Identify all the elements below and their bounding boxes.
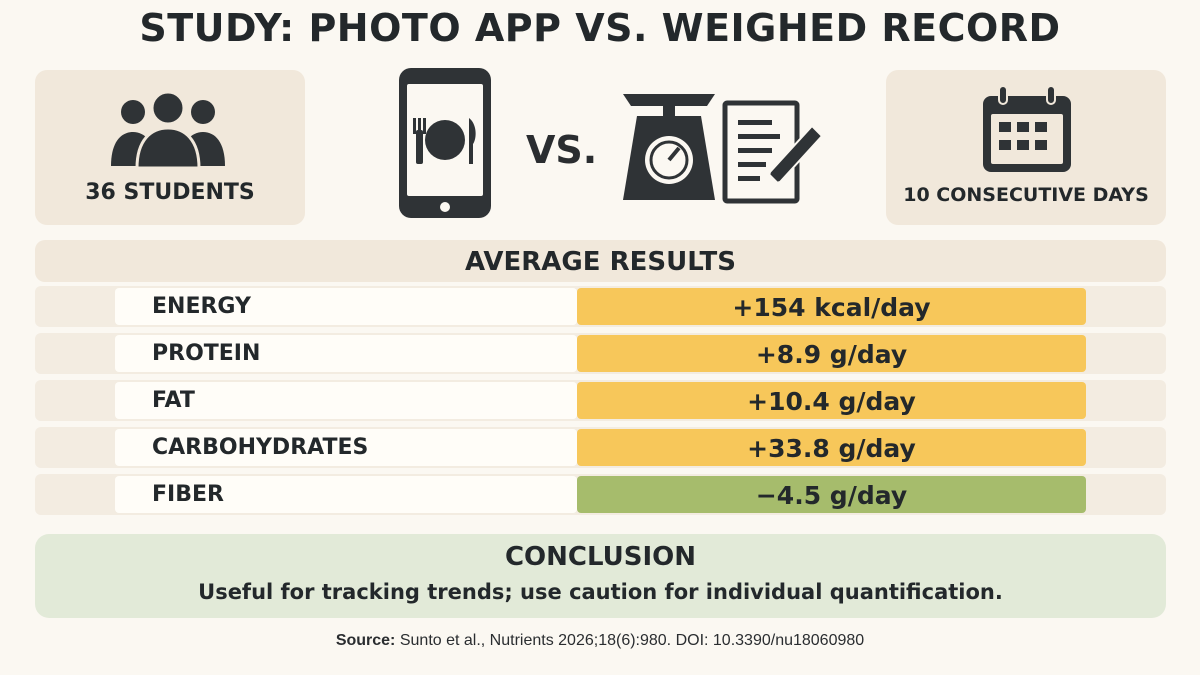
notepad-pencil-icon <box>722 100 824 204</box>
kitchen-scale-icon <box>623 94 715 200</box>
conclusion-text: Useful for tracking trends; use caution … <box>198 580 1003 604</box>
row-value: +8.9 g/day <box>577 335 1086 372</box>
result-row-energy: ENERGY +154 kcal/day <box>35 286 1166 327</box>
row-name-cell <box>115 476 577 513</box>
calendar-icon <box>983 85 1071 172</box>
row-value: +154 kcal/day <box>577 288 1086 325</box>
group-icon <box>111 90 225 170</box>
results-header: AVERAGE RESULTS <box>35 240 1166 282</box>
row-label: FAT <box>152 388 195 413</box>
vs-label: VS. <box>526 128 598 172</box>
source-label: Source: <box>335 632 396 649</box>
row-name-cell <box>115 288 577 325</box>
row-label: PROTEIN <box>152 341 261 366</box>
conclusion-box: CONCLUSION Useful for tracking trends; u… <box>35 534 1166 618</box>
row-label: CARBOHYDRATES <box>152 435 369 460</box>
row-value: +10.4 g/day <box>577 382 1086 419</box>
row-name-cell <box>115 335 577 372</box>
result-row-protein: PROTEIN +8.9 g/day <box>35 333 1166 374</box>
smartphone-plate-icon <box>399 68 491 218</box>
duration-card: 10 CONSECUTIVE DAYS <box>886 70 1166 225</box>
row-value: +33.8 g/day <box>577 429 1086 466</box>
page-title: STUDY: PHOTO APP VS. WEIGHED RECORD <box>139 6 1061 50</box>
source-text: Sunto et al., Nutrients 2026;18(6):980. … <box>399 632 865 649</box>
row-name-cell <box>115 382 577 419</box>
source-citation: Source: Sunto et al., Nutrients 2026;18(… <box>0 632 1200 650</box>
result-row-fiber: FIBER −4.5 g/day <box>35 474 1166 515</box>
row-name-cell <box>115 429 577 466</box>
participants-label: 36 STUDENTS <box>85 180 255 205</box>
result-row-carbohydrates: CARBOHYDRATES +33.8 g/day <box>35 427 1166 468</box>
result-row-fat: FAT +10.4 g/day <box>35 380 1166 421</box>
row-label: FIBER <box>152 482 224 507</box>
row-label: ENERGY <box>152 294 251 319</box>
duration-label: 10 CONSECUTIVE DAYS <box>903 184 1149 206</box>
conclusion-heading: CONCLUSION <box>504 542 697 572</box>
row-value: −4.5 g/day <box>577 476 1086 513</box>
participants-card: 36 STUDENTS <box>35 70 305 225</box>
